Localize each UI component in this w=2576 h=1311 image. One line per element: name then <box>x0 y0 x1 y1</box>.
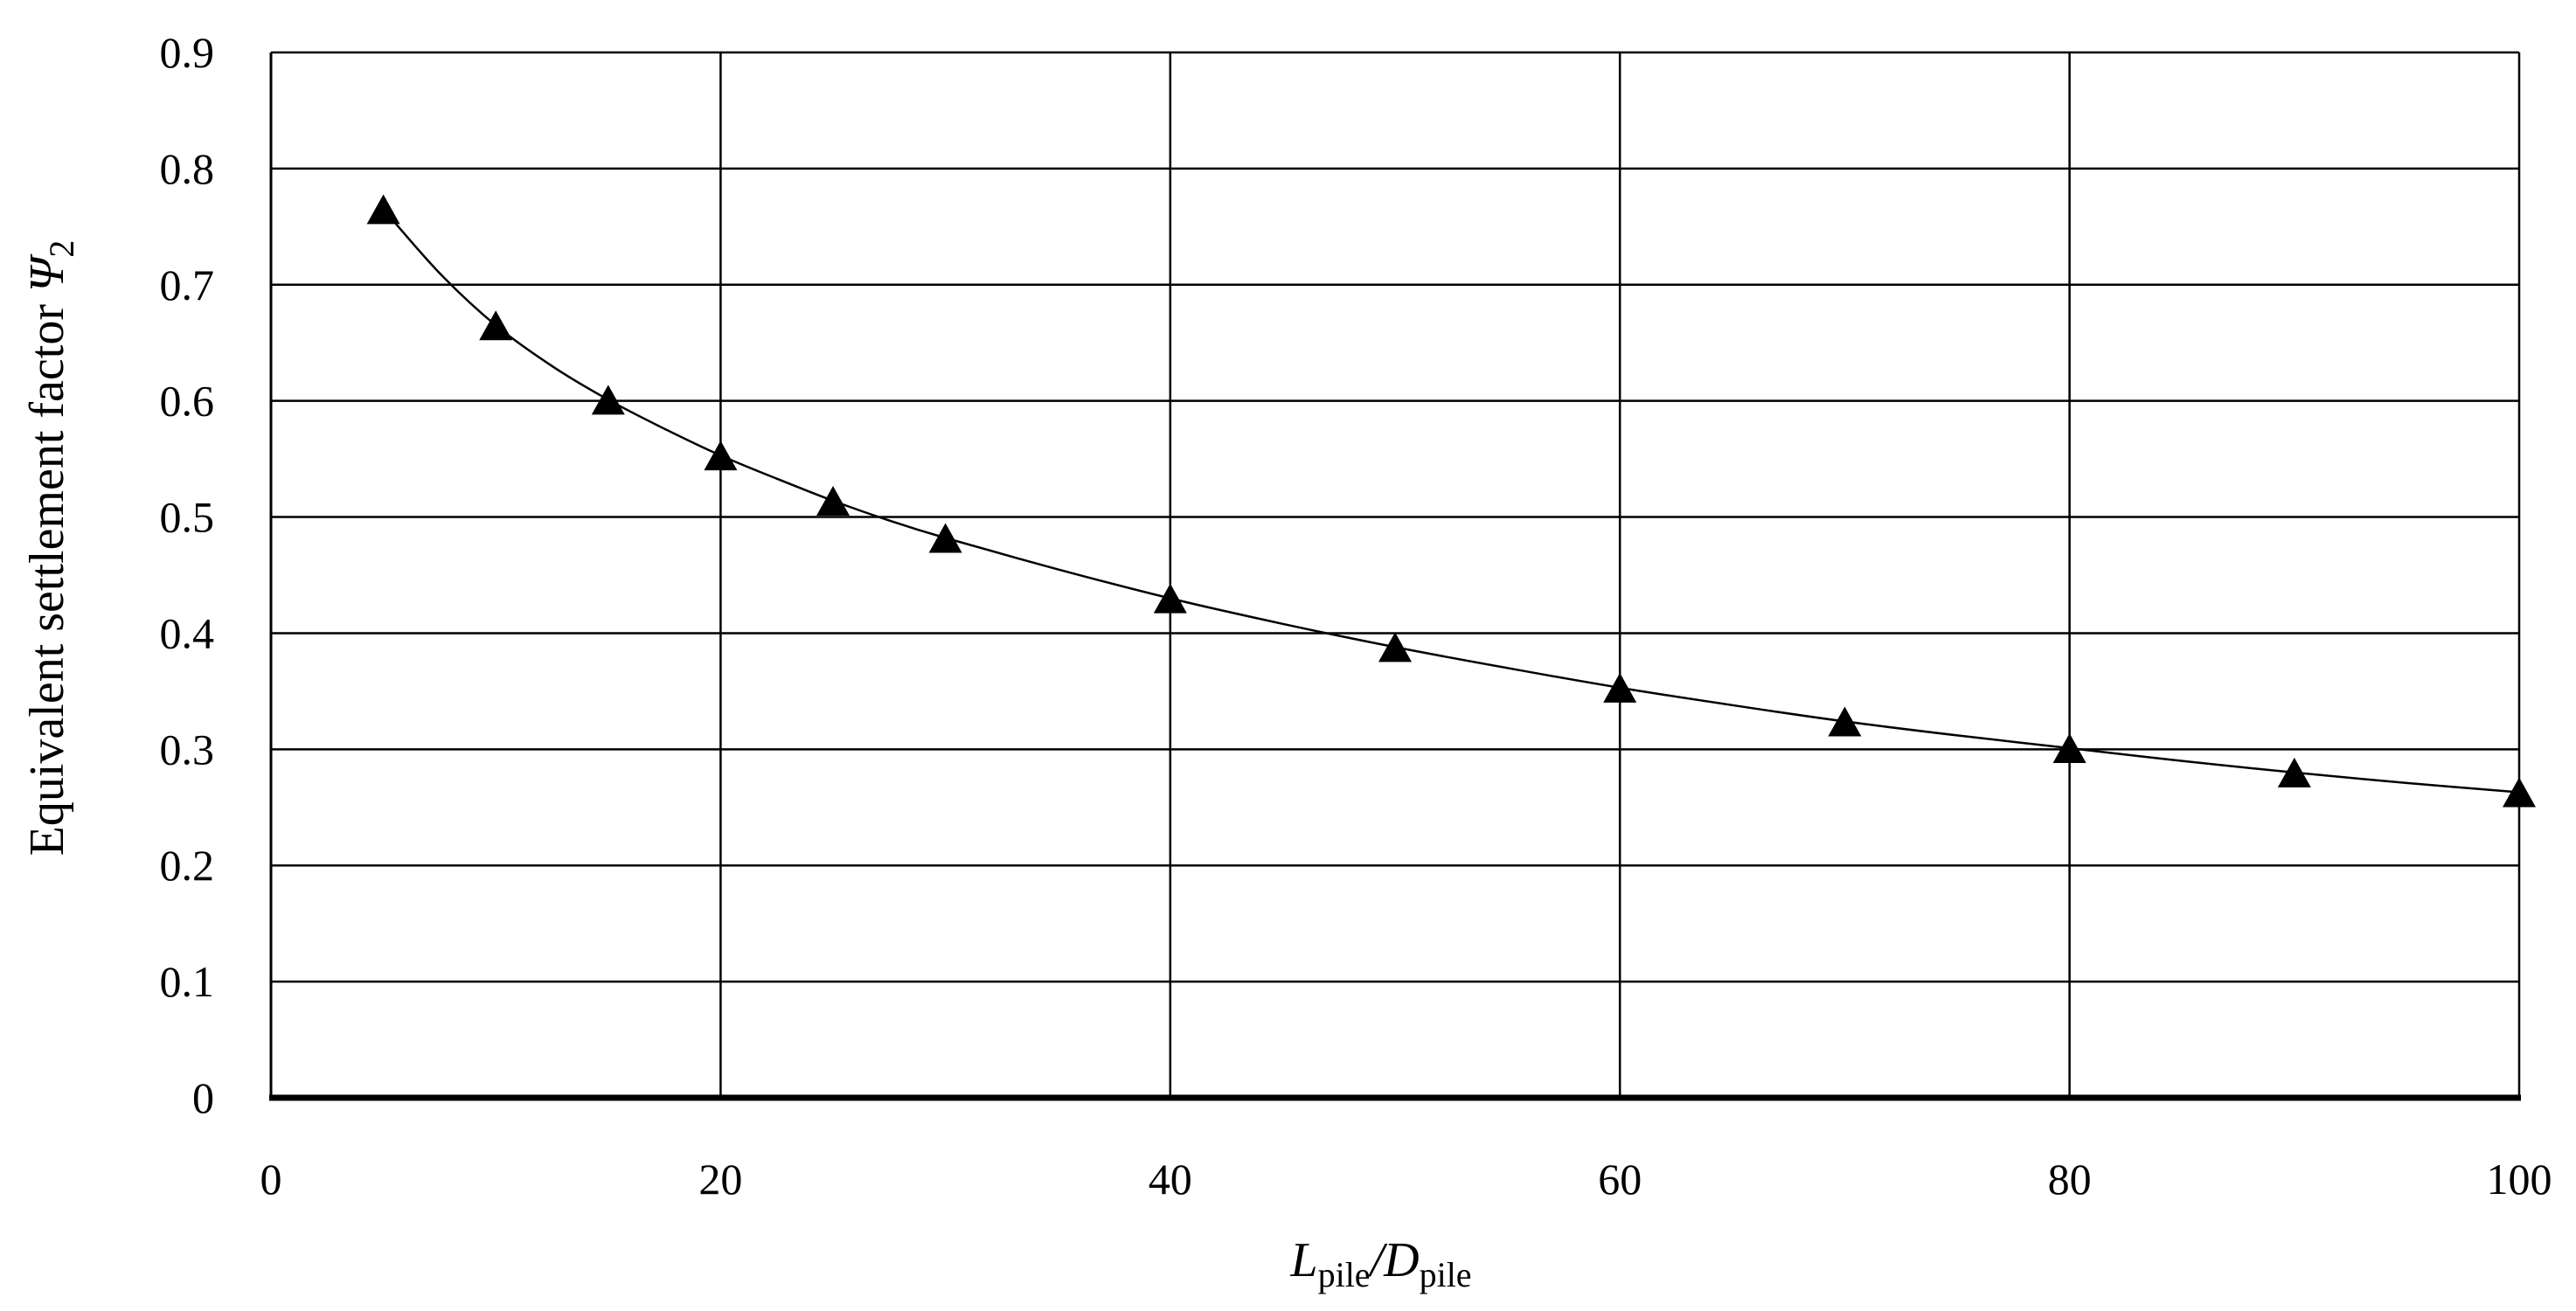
data-point-0-0 <box>366 194 400 225</box>
x-label-sub-1: pile <box>1318 1255 1371 1294</box>
fit-curve-group <box>382 208 2520 794</box>
y-tick-label-4: 0.4 <box>160 608 215 657</box>
x-label-sub-2: pile <box>1420 1255 1472 1294</box>
tick-labels: 0 0.1 0.2 0.3 0.4 0.5 0.6 0.7 0.8 0.9 0 20 40 60 80 100 <box>160 28 2552 1203</box>
y-tick-label-8: 0.8 <box>160 144 215 193</box>
data-point-0-10 <box>2052 733 2086 764</box>
x-label-main-1: L <box>1289 1233 1317 1287</box>
fit-curve <box>382 208 2520 794</box>
x-axis-label: Lpile/Dpile <box>1289 1233 1471 1294</box>
y-tick-label-3: 0.3 <box>160 725 215 773</box>
data-markers <box>366 194 2536 808</box>
x-tick-label-5: 100 <box>2487 1155 2552 1203</box>
x-tick-label-0: 0 <box>260 1155 282 1203</box>
x-tick-label-4: 80 <box>2048 1155 2092 1203</box>
y-label-text: Equivalent settlement factor <box>20 292 74 856</box>
y-label-symbol: Ψ <box>20 253 74 292</box>
y-label-subscript: 2 <box>42 240 81 258</box>
y-tick-label-1: 0.1 <box>160 957 215 1006</box>
y-tick-label-7: 0.7 <box>160 260 215 309</box>
axes <box>269 52 2521 1101</box>
data-point-0-6 <box>1153 583 1187 614</box>
data-point-0-4 <box>816 485 850 516</box>
data-point-0-2 <box>591 385 625 415</box>
y-tick-label-2: 0.2 <box>160 841 215 890</box>
x-label-main-2: D <box>1383 1233 1419 1287</box>
x-label-separator: / <box>1368 1233 1388 1287</box>
data-point-0-3 <box>704 440 738 471</box>
x-tick-label-3: 60 <box>1598 1155 1642 1203</box>
y-tick-label-6: 0.6 <box>160 377 215 426</box>
y-tick-label-9: 0.9 <box>160 28 215 77</box>
grid <box>271 51 2521 1098</box>
x-tick-label-2: 40 <box>1149 1155 1192 1203</box>
y-tick-label-0: 0 <box>192 1073 214 1122</box>
data-point-0-8 <box>1603 672 1637 703</box>
data-point-0-1 <box>479 310 513 341</box>
data-point-0-7 <box>1378 632 1412 662</box>
y-axis-label: Equivalent settlement factor Ψ2 <box>20 240 81 857</box>
data-point-0-5 <box>928 523 962 553</box>
data-point-0-11 <box>2277 757 2311 787</box>
x-tick-label-1: 20 <box>698 1155 742 1203</box>
data-point-0-12 <box>2503 777 2536 808</box>
data-point-0-9 <box>1828 706 1862 737</box>
y-tick-label-5: 0.5 <box>160 493 215 542</box>
